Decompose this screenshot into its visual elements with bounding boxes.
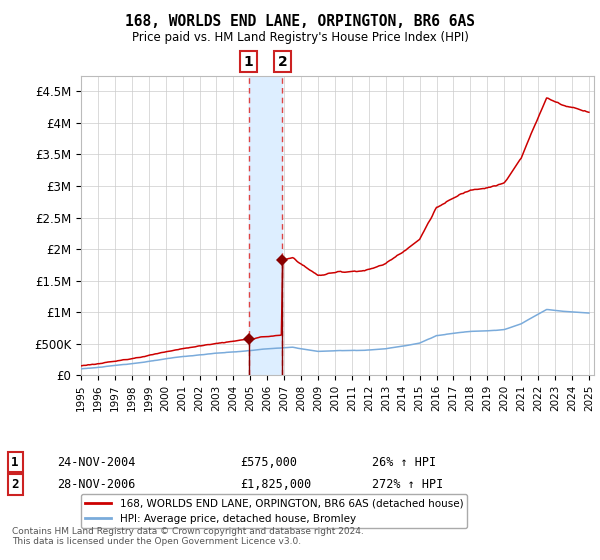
Text: Contains HM Land Registry data © Crown copyright and database right 2024.
This d: Contains HM Land Registry data © Crown c… [12,526,364,546]
Text: 1: 1 [244,55,253,69]
Text: £1,825,000: £1,825,000 [240,478,311,491]
Text: 272% ↑ HPI: 272% ↑ HPI [372,478,443,491]
Text: Price paid vs. HM Land Registry's House Price Index (HPI): Price paid vs. HM Land Registry's House … [131,31,469,44]
Text: 1: 1 [11,455,19,469]
Text: 28-NOV-2006: 28-NOV-2006 [57,478,136,491]
Bar [248,76,283,375]
Text: 24-NOV-2004: 24-NOV-2004 [57,455,136,469]
Text: £575,000: £575,000 [240,455,297,469]
Text: 2: 2 [11,478,19,491]
Text: 2: 2 [278,55,287,69]
Legend: 168, WORLDS END LANE, ORPINGTON, BR6 6AS (detached house), HPI: Average price, d: 168, WORLDS END LANE, ORPINGTON, BR6 6AS… [81,494,467,528]
Text: 26% ↑ HPI: 26% ↑ HPI [372,455,436,469]
Text: 168, WORLDS END LANE, ORPINGTON, BR6 6AS: 168, WORLDS END LANE, ORPINGTON, BR6 6AS [125,14,475,29]
